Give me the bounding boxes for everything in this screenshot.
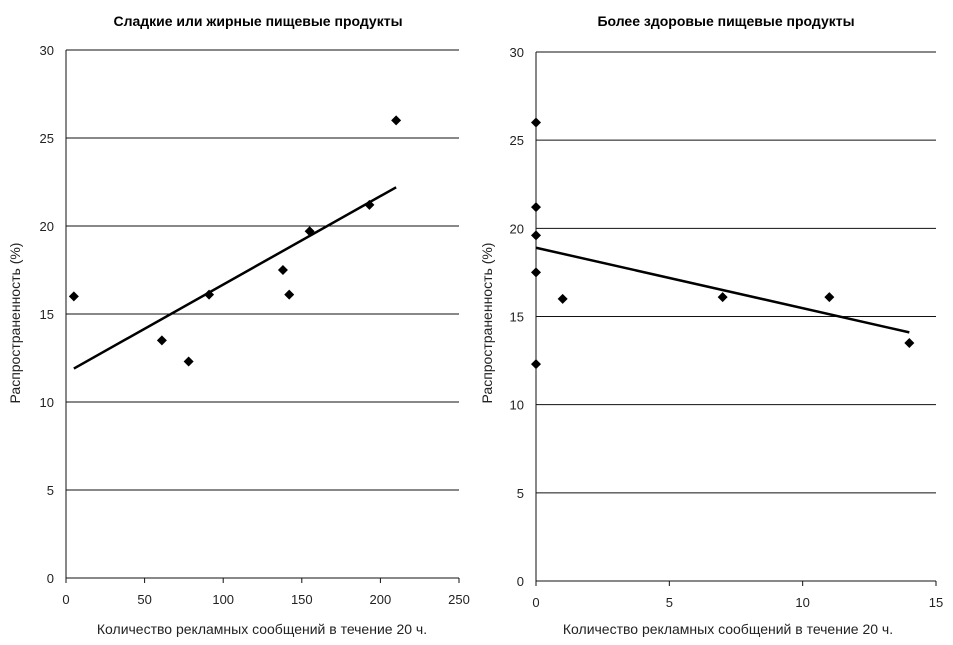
trend-line [535,246,910,334]
data-point [284,289,295,300]
data-point [557,293,568,304]
x-tick-label: 50 [137,592,151,607]
data-point [904,337,915,348]
data-point [531,230,541,241]
data-point [277,265,288,275]
data-point [531,267,541,278]
y-tick-label: 20 [510,221,524,236]
y-tick-label: 25 [510,133,524,148]
y-tick-label: 5 [517,486,524,501]
y-tick-label: 30 [40,43,54,58]
y-axis-label: Распространенность (%) [479,243,495,404]
x-axis-label: Количество рекламных сообщений в течение… [563,621,893,637]
x-tick-label: 150 [291,592,313,607]
y-tick-label: 20 [40,219,54,234]
data-point [824,292,835,303]
data-point [391,115,402,126]
x-tick-label: 0 [62,592,69,607]
y-tick-label: 0 [47,571,54,586]
data-point [183,356,194,367]
y-tick-label: 30 [510,45,524,60]
x-tick-label: 0 [532,595,539,610]
data-point [531,117,541,128]
data-point [204,289,215,300]
y-tick-label: 10 [40,395,54,410]
data-point [156,335,167,346]
x-tick-label: 15 [929,595,943,610]
y-tick-label: 10 [510,398,524,413]
x-tick-label: 250 [448,592,470,607]
y-tick-label: 5 [47,483,54,498]
chart-panel-healthy: Более здоровые пищевые продукты Количест… [479,13,943,637]
trend-line [73,186,397,370]
y-tick-label: 25 [40,131,54,146]
chart-title: Более здоровые пищевые продукты [597,13,854,29]
x-axis-label: Количество рекламных сообщений в течение… [97,621,427,637]
x-tick-label: 5 [666,595,673,610]
data-point [717,292,728,303]
x-tick-label: 100 [212,592,234,607]
y-axis-label: Распространенность (%) [7,243,23,404]
x-tick-label: 10 [795,595,809,610]
y-tick-label: 15 [510,310,524,325]
data-point [531,202,541,213]
chart-title: Сладкие или жирные пищевые продукты [113,13,402,29]
chart-panel-sweet-fatty: Сладкие или жирные пищевые продукты Коли… [7,13,470,637]
x-tick-label: 200 [370,592,392,607]
data-point [531,359,541,370]
data-point [68,291,79,302]
y-tick-label: 15 [40,307,54,322]
data-point [304,226,315,237]
data-point [364,199,375,210]
y-tick-label: 0 [517,574,524,589]
